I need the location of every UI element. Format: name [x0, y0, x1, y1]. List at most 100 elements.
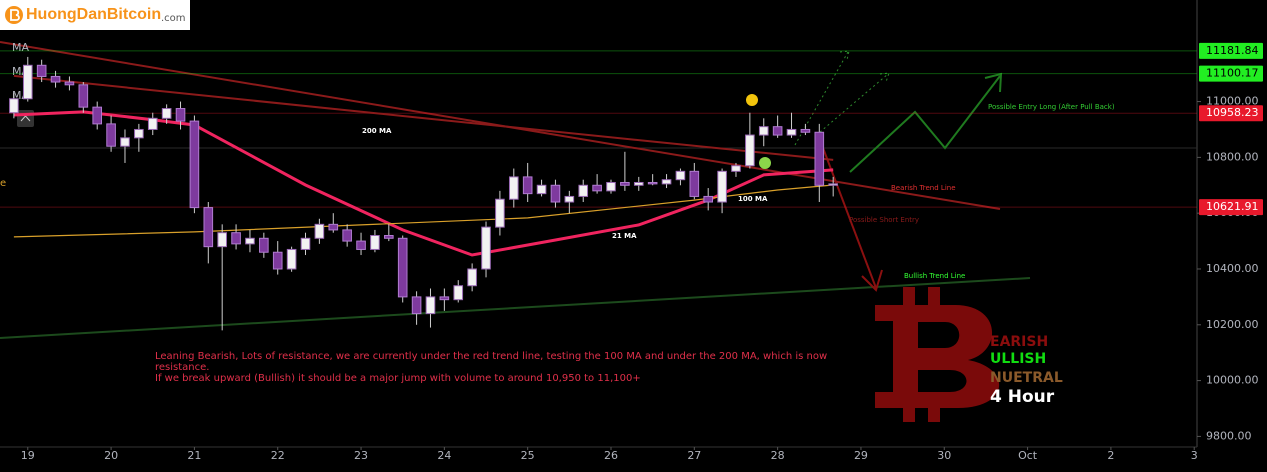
signal-dot — [759, 157, 771, 169]
legend-label: ULLISH — [990, 351, 1046, 367]
candle-body — [50, 75, 61, 83]
axes: 9800.0010000.0010200.0010400.0010600.001… — [21, 95, 1259, 462]
candle-body — [536, 184, 547, 195]
candle-body — [814, 131, 825, 186]
candle-body — [64, 81, 75, 86]
candle-body — [481, 226, 491, 270]
candles — [9, 56, 838, 331]
annotation: Bullish Trend Line — [904, 272, 965, 280]
candle-body — [36, 64, 47, 77]
annotation: Possible Short Entry — [849, 216, 919, 224]
x-tick-label: 24 — [437, 449, 451, 462]
candle-body — [342, 229, 352, 242]
candle-body — [9, 98, 19, 114]
candle-body — [22, 64, 33, 100]
collapse-button[interactable] — [17, 110, 34, 127]
bitcoin-logo — [875, 287, 1000, 422]
logo-band — [0, 0, 190, 30]
candle-body — [675, 170, 686, 181]
candle-body — [120, 137, 130, 147]
logo-icon — [5, 6, 23, 24]
collapse-icon — [20, 115, 31, 122]
candle-body — [745, 134, 755, 167]
annotation: 100 MA — [738, 195, 768, 203]
annotation: 200 MA — [362, 127, 392, 135]
candle-body — [647, 181, 658, 185]
candle-body — [828, 183, 838, 186]
logo-text: HuongDanBitcoin — [26, 6, 161, 23]
candle-body — [508, 176, 519, 200]
x-tick-label: 30 — [937, 449, 951, 462]
target-lines — [794, 50, 890, 146]
ma-line — [13, 74, 834, 161]
x-tick-label: 20 — [104, 449, 118, 462]
legend-label: NUETRAL — [990, 370, 1063, 386]
candle-body — [522, 176, 533, 195]
candle-body — [564, 195, 575, 203]
candle-body — [217, 232, 227, 248]
candle-body — [495, 198, 505, 228]
bullish-trend-line — [0, 277, 1031, 339]
candle-body — [300, 237, 311, 250]
price-label: 10958.23 — [1206, 106, 1259, 119]
y-tick-label: 10000.00 — [1206, 374, 1259, 387]
y-tick-label: 9800.00 — [1206, 429, 1252, 442]
x-tick-label: 25 — [521, 449, 535, 462]
logo-icon-b — [10, 9, 20, 21]
x-tick-label: 23 — [354, 449, 368, 462]
candle-body — [661, 179, 672, 185]
x-tick-label: 21 — [187, 449, 201, 462]
annotation: 21 MA — [612, 232, 637, 240]
long-arrow — [849, 72, 1003, 173]
annotations: 200 MA 100 MA 21 MA Bearish Trend Line P… — [0, 103, 1115, 280]
candle-body — [703, 195, 714, 203]
comment-line: Leaning Bearish, Lots of resistance, we … — [155, 351, 828, 373]
candle-body — [189, 120, 200, 209]
candle-body — [578, 184, 589, 197]
price-label-box — [1199, 105, 1263, 122]
y-tick-label: 10200.00 — [1206, 318, 1259, 331]
candle-body — [397, 237, 408, 298]
x-tick-label: 29 — [854, 449, 868, 462]
candle-body — [328, 223, 339, 231]
x-tick-label: 26 — [604, 449, 618, 462]
candle-body — [411, 296, 422, 315]
logo-suffix: .com — [161, 13, 186, 24]
candle-body — [161, 108, 172, 119]
candle-body — [370, 234, 380, 250]
candle-body — [786, 128, 797, 136]
candle-body — [134, 128, 144, 139]
comment-line: If we break upward (Bullish) it should b… — [155, 373, 641, 384]
candle-body — [92, 106, 103, 125]
x-tick-label: 2 — [1107, 449, 1114, 462]
x-tick-label: 27 — [687, 449, 701, 462]
legend-label: 4 Hour — [990, 387, 1055, 407]
candle-body — [717, 170, 727, 203]
y-tick-label: 11000.00 — [1206, 95, 1259, 108]
candle-body — [314, 223, 325, 239]
candle-body — [439, 296, 450, 301]
candle-body — [286, 248, 297, 270]
x-tick-label: 19 — [21, 449, 35, 462]
candle-body — [592, 184, 602, 192]
candle-body — [620, 181, 630, 186]
candle-body — [758, 126, 769, 136]
candle-body — [425, 296, 436, 315]
candle-body — [231, 232, 241, 245]
ma-line — [13, 184, 834, 238]
candle-body — [356, 240, 366, 250]
moving-averages — [13, 74, 834, 257]
x-tick-label: 3 — [1191, 449, 1198, 462]
price-label: 11181.84 — [1206, 44, 1259, 57]
candle-body — [731, 165, 741, 172]
signal-dot — [746, 94, 758, 106]
candle-body — [772, 126, 783, 136]
price-label: 11100.17 — [1206, 67, 1259, 80]
indicator-label: MA — [12, 41, 29, 54]
candle-body — [259, 237, 269, 253]
candle-body — [106, 123, 116, 147]
y-tick-label: 10400.00 — [1206, 262, 1259, 275]
price-label: 10621.91 — [1206, 200, 1259, 213]
